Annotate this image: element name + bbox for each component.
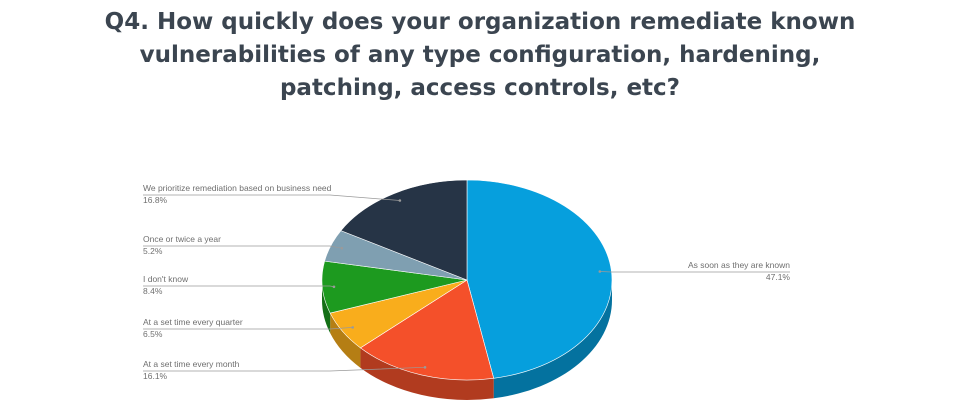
slice-value-we-prioritize-remediation-based-on-business-need: 16.8% — [143, 195, 168, 205]
slice-label-at-a-set-time-every-quarter: At a set time every quarter — [143, 317, 243, 327]
leader-dot-i-don-t-know — [332, 285, 336, 289]
slice-label-we-prioritize-remediation-based-on-business-need: We prioritize remediation based on busin… — [143, 183, 332, 193]
slice-label-once-or-twice-a-year: Once or twice a year — [143, 234, 221, 244]
pie-labels: As soon as they are known 47.1% At a set t… — [143, 183, 790, 381]
leader-dot-once-or-twice-a-year — [340, 246, 344, 250]
leader-line-we-prioritize-remediation-based-on-business-need — [143, 194, 400, 201]
leader-dot-we-prioritize-remediation-based-on-business-need — [398, 199, 402, 202]
pie-slice-as-soon-as-they-are-known — [466, 179, 613, 379]
chart-title: Q4. How quickly does your organization r… — [0, 6, 960, 105]
slice-label-at-a-set-time-every-month: At a set time every month — [143, 359, 240, 369]
slice-label-as-soon-as-they-are-known: As soon as they are known — [688, 260, 790, 270]
pie-slice-at-a-set-time-every-month — [359, 279, 495, 381]
slice-value-as-soon-as-they-are-known: 47.1% — [766, 272, 791, 282]
leader-dot-at-a-set-time-every-month — [423, 366, 427, 369]
leader-line-i-don-t-know — [143, 285, 335, 288]
leader-line-as-soon-as-they-are-known — [599, 271, 790, 273]
slice-value-at-a-set-time-every-quarter: 6.5% — [143, 329, 163, 339]
pie-leaders — [143, 194, 790, 372]
chart-title-line-2: vulnerabilities of any type configuratio… — [139, 42, 821, 68]
leader-line-once-or-twice-a-year — [143, 245, 342, 249]
pie-slice-we-prioritize-remediation-based-on-business-need — [340, 179, 468, 281]
pie-side-i-don-t-know — [322, 280, 331, 334]
pie-side-as-soon-as-they-are-known — [493, 280, 612, 399]
slice-label-i-don-t-know: I don't know — [143, 274, 189, 284]
leader-dot-at-a-set-time-every-quarter — [351, 326, 354, 329]
slice-value-once-or-twice-a-year: 5.2% — [143, 246, 163, 256]
slice-value-i-don-t-know: 8.4% — [143, 286, 163, 296]
pie-tops — [321, 179, 613, 381]
pie-side-at-a-set-time-every-month — [360, 347, 494, 401]
chart-title-line-1: Q4. How quickly does your organization r… — [104, 9, 856, 35]
pie-side-at-a-set-time-every-quarter — [330, 313, 361, 368]
leader-line-at-a-set-time-every-quarter — [143, 327, 353, 330]
leader-line-at-a-set-time-every-month — [143, 366, 426, 372]
slice-value-at-a-set-time-every-month: 16.1% — [143, 371, 168, 381]
leader-dot-as-soon-as-they-are-known — [598, 270, 602, 273]
pie-sides — [322, 280, 612, 401]
chart-title-line-3: patching, access controls, etc? — [279, 75, 681, 101]
